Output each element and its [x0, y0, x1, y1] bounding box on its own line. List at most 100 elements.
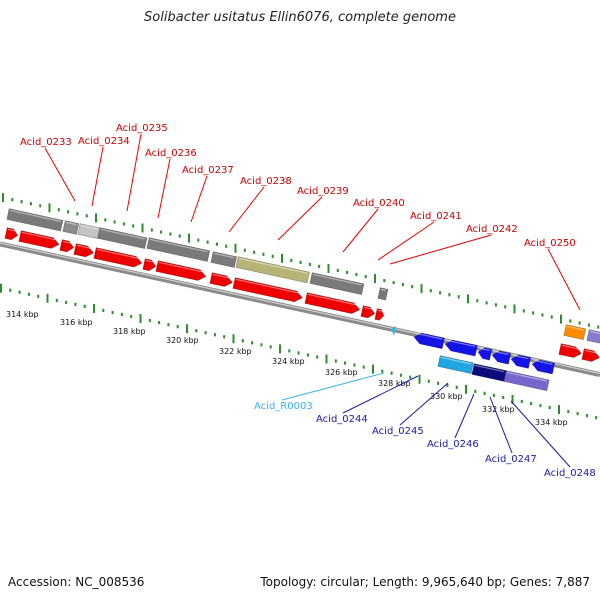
reverse-leader-line [510, 400, 571, 468]
forward-leader-line [547, 248, 581, 311]
forward-annotation-block-shine [566, 325, 584, 331]
forward-cds-arrow-body [304, 292, 361, 314]
reverse-annotation-block-shine [440, 356, 472, 365]
reverse-cds-arrow-body [510, 354, 532, 369]
reverse-leader-line [399, 382, 449, 426]
forward-tick-row [2, 193, 600, 329]
forward-cds-arrow [232, 277, 303, 303]
kbp-tick-label: 322 kbp [219, 347, 252, 356]
forward-cds-arrow-shine [145, 259, 155, 263]
reverse-gene-label: Acid_0247 [485, 454, 537, 465]
reverse-cds-arrow-body [477, 347, 493, 361]
forward-cds-arrow-shine [158, 261, 205, 273]
forward-annotation-block [563, 324, 587, 340]
rna-marker [391, 326, 396, 336]
forward-cds-arrow-shine [307, 293, 359, 306]
reverse-cds-arrow-shine [533, 359, 553, 365]
forward-annotation-block [309, 272, 365, 295]
kbp-tick-label: 314 kbp [6, 310, 39, 319]
reverse-gene-label: Acid_0244 [316, 414, 368, 425]
kbp-tick-label: 334 kbp [535, 418, 568, 427]
label-layer: 314 kbp 316 kbp 318 kbp 320 kbp 322 kbp 324 k… [6, 123, 596, 479]
forward-gene-label: Acid_0240 [353, 198, 405, 209]
kbp-tick-label: 326 kbp [325, 368, 358, 377]
forward-gene-label: Acid_0234 [78, 136, 130, 147]
reverse-cds-arrow [491, 350, 512, 365]
forward-gene-label: Acid_0242 [466, 224, 518, 235]
forward-cds-arrow [59, 239, 75, 253]
forward-gene-label: Acid_0239 [297, 186, 349, 197]
reverse-annotation-block [471, 363, 507, 382]
forward-cds-arrow-body [142, 258, 157, 272]
genome-summary-text: Topology: circular; Length: 9,965,640 bp… [260, 575, 590, 589]
forward-annotation-block-body [235, 256, 310, 284]
forward-leader-line [91, 146, 104, 207]
forward-cds-arrow [155, 260, 207, 281]
forward-cds-arrow-body [558, 343, 582, 358]
forward-cds-arrow [4, 227, 19, 241]
reverse-cds-arrow-shine [512, 354, 529, 360]
forward-annotation-block-body [309, 272, 365, 295]
forward-annotation-block-shine [589, 330, 600, 335]
forward-annotation-block-shine [149, 238, 208, 253]
reverse-cds-arrow [510, 354, 532, 369]
forward-cds-arrow-body [581, 348, 600, 362]
forward-annotation-block-body [586, 329, 600, 344]
kbp-tick-label: 318 kbp [113, 327, 146, 336]
reverse-cds-arrow-shine [446, 339, 476, 348]
forward-cds-arrow-shine [96, 248, 141, 260]
reverse-cds-arrow [477, 347, 493, 361]
reverse-cds-arrow-shine [479, 347, 490, 352]
forward-cds-arrow-shine [21, 231, 59, 241]
forward-annotation-block-body [77, 223, 101, 239]
forward-cds-arrow [142, 258, 157, 272]
forward-cds-arrow-shine [584, 349, 599, 354]
forward-annotation-block [235, 256, 310, 284]
forward-annotation-block [97, 227, 148, 249]
reverse-annotation-block [503, 370, 550, 392]
forward-cds-arrow-body [73, 243, 95, 258]
forward-annotation-block-shine [238, 257, 308, 274]
forward-annotation-block-body [146, 237, 211, 262]
forward-leader-line [377, 221, 435, 261]
forward-cds-arrow-body [18, 230, 60, 249]
forward-leader-line [342, 208, 379, 253]
forward-gene-label: Acid_0235 [116, 123, 168, 134]
kbp-tick-label: 330 kbp [430, 392, 463, 401]
tick-layer [0, 193, 600, 420]
forward-cds-arrow-shine [76, 244, 93, 250]
reverse-cds-arrow [531, 359, 556, 375]
reverse-gene-label: Acid_0246 [427, 439, 479, 450]
forward-cds-arrow [360, 305, 376, 319]
accession-text: Accession: NC_008536 [8, 575, 145, 589]
forward-leader-line [126, 133, 142, 212]
forward-leader-line [389, 234, 492, 265]
forward-leader-line [277, 196, 323, 241]
reverse-annotation-block-body [503, 370, 550, 392]
forward-cds-arrow [93, 247, 143, 268]
forward-cds-arrow-shine [7, 228, 17, 232]
forward-annotation-block-body [6, 208, 64, 232]
forward-cds-arrow [18, 230, 60, 249]
reverse-leader-line [281, 372, 385, 401]
reverse-cds-arrow-body [491, 350, 512, 365]
forward-annotation-block-shine [100, 228, 145, 240]
forward-gene-label: Acid_0233 [20, 137, 72, 148]
forward-gene-label: Acid_0238 [240, 176, 292, 187]
forward-cds-arrow-shine [235, 278, 302, 295]
forward-cds-arrow [581, 348, 600, 362]
reverse-annotation-block-shine [506, 371, 548, 382]
reverse-cds-arrow [444, 339, 478, 357]
forward-annotation-block [377, 287, 389, 301]
kbp-tick-label: 332 kbp [482, 405, 515, 414]
reverse-leader-line [342, 375, 419, 414]
kbp-tick-label: 324 kbp [272, 357, 305, 366]
reverse-cds-arrow-body [413, 332, 445, 350]
forward-annotation-block-shine [312, 273, 362, 286]
forward-cds-arrow-body [374, 308, 385, 321]
forward-gene-label: Acid_0250 [524, 238, 576, 249]
feature-layer [4, 208, 600, 392]
forward-leader-line [228, 186, 265, 233]
forward-cds-arrow [73, 243, 95, 258]
